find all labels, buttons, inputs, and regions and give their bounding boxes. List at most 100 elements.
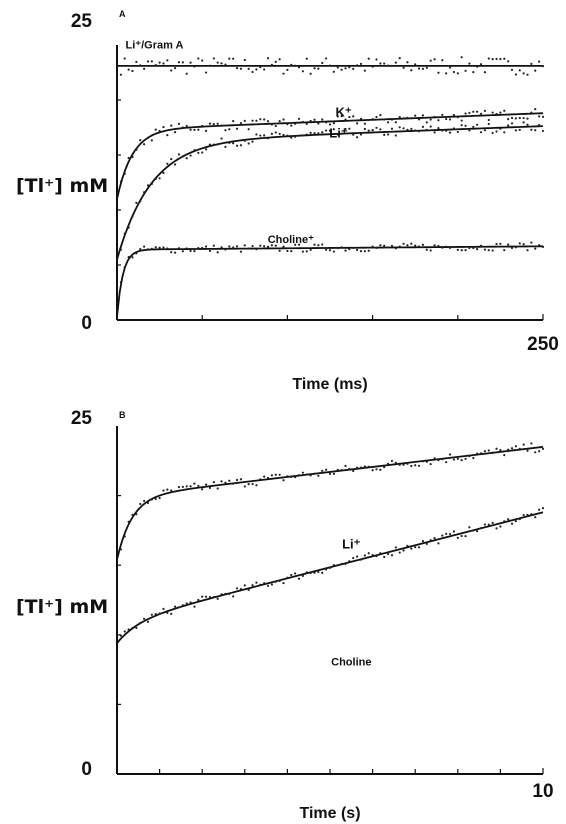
data-point bbox=[503, 57, 506, 60]
data-point bbox=[386, 64, 390, 67]
data-point bbox=[522, 243, 525, 246]
data-point bbox=[325, 57, 328, 60]
data-point bbox=[499, 242, 502, 245]
data-point bbox=[247, 588, 250, 592]
data-point bbox=[170, 69, 173, 72]
data-point bbox=[476, 452, 479, 455]
data-point bbox=[119, 73, 122, 76]
series-1: Choline bbox=[116, 507, 545, 774]
data-point bbox=[139, 502, 142, 506]
data-point bbox=[146, 248, 150, 251]
data-point bbox=[317, 122, 320, 125]
data-point bbox=[243, 244, 246, 247]
data-point bbox=[379, 244, 382, 247]
data-point bbox=[150, 139, 153, 142]
data-point bbox=[518, 447, 521, 450]
data-point bbox=[538, 60, 541, 63]
data-point bbox=[243, 119, 246, 122]
data-point bbox=[146, 184, 150, 187]
data-point bbox=[266, 245, 270, 248]
data-point bbox=[313, 132, 316, 135]
data-point bbox=[189, 154, 192, 157]
data-point bbox=[530, 241, 533, 244]
data-point bbox=[193, 128, 196, 131]
data-point bbox=[173, 131, 177, 134]
data-point bbox=[507, 124, 510, 127]
data-point bbox=[232, 482, 235, 485]
data-point bbox=[390, 127, 394, 130]
data-point bbox=[259, 583, 262, 586]
data-point bbox=[201, 246, 204, 250]
data-point bbox=[251, 70, 254, 74]
data-point bbox=[305, 57, 308, 60]
data-point bbox=[445, 72, 448, 75]
data-point bbox=[464, 112, 467, 115]
data-point bbox=[526, 123, 529, 126]
data-point bbox=[294, 122, 297, 125]
data-point bbox=[344, 127, 347, 131]
data-point bbox=[301, 134, 304, 137]
data-point bbox=[510, 246, 514, 250]
data-point bbox=[526, 513, 529, 516]
data-point bbox=[390, 64, 394, 67]
data-point bbox=[131, 69, 134, 73]
data-point bbox=[181, 250, 184, 253]
data-point bbox=[363, 250, 366, 253]
data-point bbox=[421, 460, 425, 463]
data-point bbox=[452, 245, 456, 249]
data-point bbox=[301, 250, 304, 253]
data-point bbox=[425, 460, 428, 463]
data-point bbox=[390, 554, 394, 557]
data-point bbox=[359, 62, 363, 65]
data-point bbox=[468, 62, 471, 65]
data-point bbox=[429, 249, 432, 252]
data-point bbox=[468, 455, 471, 458]
data-point bbox=[243, 584, 246, 587]
series-0: Li⁺/Gram A bbox=[117, 39, 545, 76]
data-point bbox=[235, 144, 239, 147]
data-point bbox=[476, 248, 479, 251]
data-point bbox=[251, 119, 254, 122]
data-point bbox=[185, 485, 188, 488]
data-point bbox=[154, 246, 157, 249]
data-point bbox=[127, 520, 130, 523]
data-point bbox=[336, 133, 339, 136]
data-point bbox=[220, 246, 223, 249]
data-point bbox=[150, 247, 153, 250]
data-point bbox=[266, 120, 270, 123]
data-point bbox=[483, 129, 487, 132]
data-point bbox=[181, 604, 184, 607]
data-point bbox=[348, 127, 351, 130]
data-point bbox=[534, 516, 537, 519]
data-point bbox=[507, 243, 510, 246]
data-point bbox=[375, 246, 378, 249]
data-point bbox=[259, 66, 262, 69]
data-point bbox=[297, 577, 301, 580]
data-point bbox=[297, 66, 301, 69]
data-point bbox=[386, 121, 390, 124]
data-point bbox=[146, 501, 150, 505]
data-point bbox=[224, 481, 227, 484]
data-point bbox=[177, 122, 181, 125]
data-point bbox=[421, 67, 425, 70]
data-point bbox=[371, 245, 374, 248]
data-point bbox=[328, 64, 332, 67]
data-point bbox=[235, 587, 239, 590]
data-point bbox=[193, 148, 196, 152]
data-point bbox=[154, 613, 157, 616]
data-point bbox=[429, 125, 432, 128]
x-tick-label-right: 10 bbox=[532, 781, 553, 802]
data-point bbox=[189, 601, 192, 604]
data-point bbox=[263, 582, 266, 585]
data-point bbox=[441, 129, 444, 132]
data-point bbox=[340, 246, 343, 249]
data-point bbox=[464, 457, 467, 460]
data-point bbox=[197, 246, 200, 250]
data-point bbox=[448, 118, 452, 121]
data-point bbox=[235, 67, 239, 70]
data-point bbox=[383, 466, 386, 469]
data-point bbox=[321, 131, 324, 134]
data-point bbox=[286, 68, 289, 71]
data-point bbox=[425, 248, 428, 251]
data-point bbox=[263, 118, 266, 121]
